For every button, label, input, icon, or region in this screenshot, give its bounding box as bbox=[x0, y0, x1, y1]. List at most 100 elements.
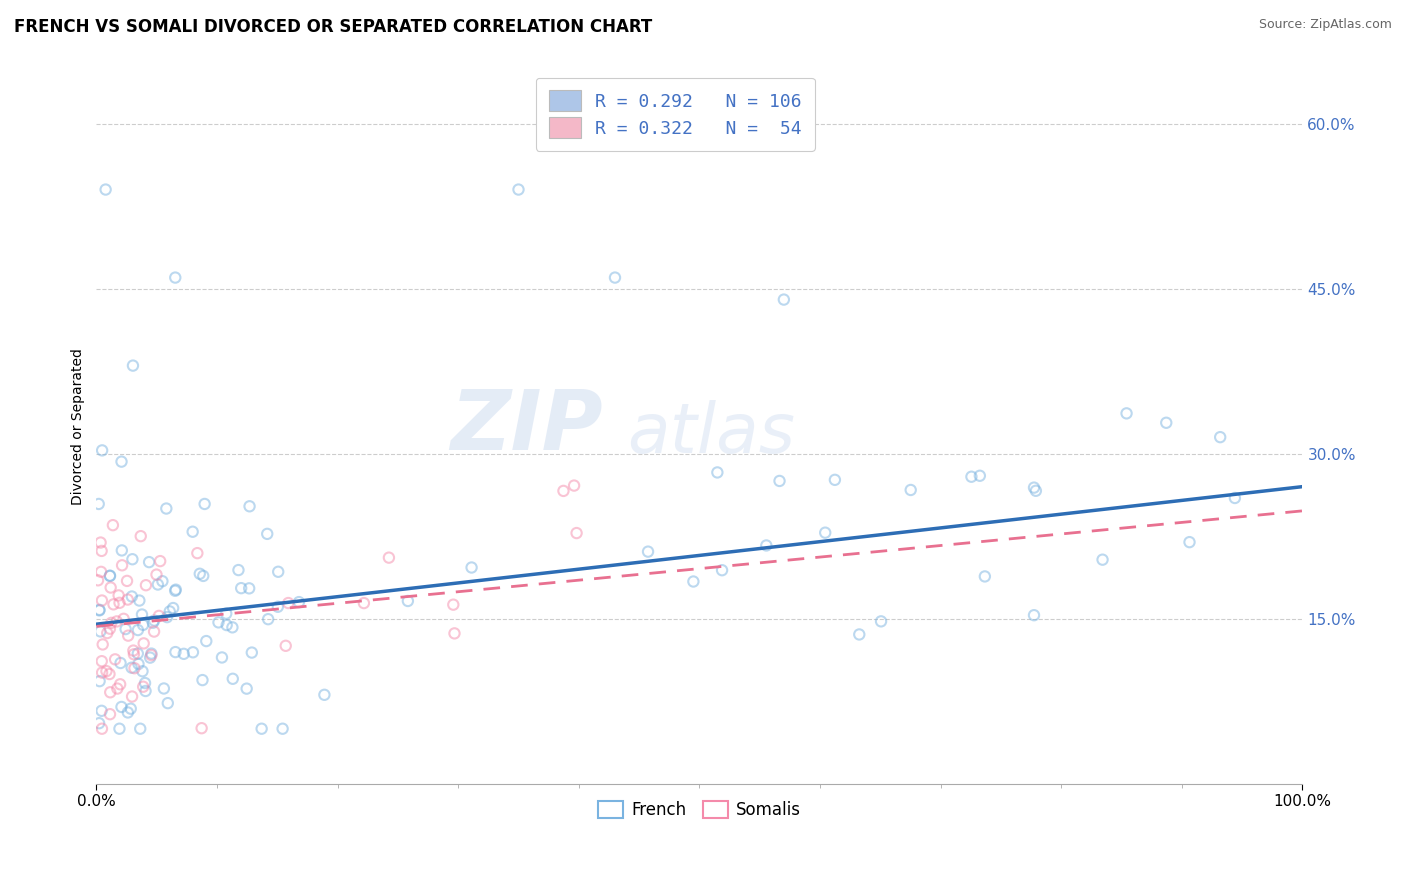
Point bbox=[117, 592, 139, 607]
Point bbox=[195, 634, 218, 648]
Point bbox=[94, 183, 117, 197]
Point bbox=[235, 681, 257, 696]
Point bbox=[89, 603, 111, 617]
Point bbox=[108, 722, 131, 736]
Point bbox=[143, 624, 166, 639]
Point bbox=[96, 664, 118, 678]
Point bbox=[215, 607, 238, 621]
Point bbox=[973, 569, 995, 583]
Point bbox=[215, 618, 238, 632]
Point bbox=[814, 525, 837, 540]
Point bbox=[181, 645, 204, 659]
Point bbox=[960, 469, 983, 483]
Point bbox=[115, 574, 138, 588]
Point bbox=[267, 565, 290, 579]
Point bbox=[194, 497, 217, 511]
Point bbox=[121, 552, 143, 566]
Point bbox=[165, 582, 187, 597]
Point bbox=[128, 593, 150, 607]
Point bbox=[127, 623, 149, 637]
Point bbox=[89, 603, 111, 617]
Point bbox=[108, 596, 131, 610]
Point bbox=[117, 629, 139, 643]
Point bbox=[186, 546, 208, 560]
Point bbox=[129, 722, 152, 736]
Point bbox=[107, 588, 129, 602]
Point bbox=[155, 501, 177, 516]
Point bbox=[129, 529, 152, 543]
Point bbox=[90, 654, 112, 668]
Point bbox=[110, 455, 132, 469]
Point bbox=[141, 647, 163, 661]
Point bbox=[870, 615, 893, 629]
Point bbox=[1022, 608, 1045, 623]
Point bbox=[121, 661, 143, 675]
Point bbox=[121, 690, 143, 704]
Point bbox=[277, 596, 299, 610]
Point bbox=[156, 696, 179, 710]
Point bbox=[755, 539, 778, 553]
Point bbox=[1115, 406, 1137, 420]
Point bbox=[603, 270, 626, 285]
Point bbox=[117, 706, 139, 720]
Point bbox=[267, 599, 290, 614]
Point bbox=[508, 183, 530, 197]
Point bbox=[112, 612, 135, 626]
Point bbox=[91, 665, 114, 680]
Point bbox=[162, 601, 184, 615]
Point bbox=[396, 594, 419, 608]
Point bbox=[90, 704, 112, 718]
Point bbox=[110, 656, 132, 670]
Point bbox=[271, 722, 294, 736]
Point bbox=[149, 554, 172, 568]
Point bbox=[143, 614, 166, 628]
Point bbox=[848, 627, 870, 641]
Point bbox=[100, 615, 122, 630]
Point bbox=[120, 701, 142, 715]
Point bbox=[124, 661, 146, 675]
Point bbox=[91, 722, 114, 736]
Point bbox=[146, 577, 169, 591]
Point bbox=[148, 608, 170, 623]
Point bbox=[114, 622, 136, 636]
Point bbox=[108, 677, 131, 691]
Point bbox=[378, 550, 401, 565]
Text: FRENCH VS SOMALI DIVORCED OR SEPARATED CORRELATION CHART: FRENCH VS SOMALI DIVORCED OR SEPARATED C… bbox=[14, 18, 652, 36]
Point bbox=[121, 590, 143, 604]
Point bbox=[96, 626, 118, 640]
Point bbox=[110, 700, 132, 714]
Point bbox=[165, 645, 187, 659]
Point bbox=[900, 483, 922, 497]
Point bbox=[91, 637, 114, 651]
Point bbox=[98, 568, 121, 582]
Point bbox=[90, 593, 112, 607]
Point bbox=[824, 473, 846, 487]
Point bbox=[87, 716, 110, 731]
Point bbox=[98, 667, 121, 681]
Point bbox=[165, 270, 187, 285]
Point bbox=[90, 544, 112, 558]
Point bbox=[711, 563, 734, 577]
Point bbox=[98, 622, 121, 636]
Text: atlas: atlas bbox=[627, 400, 794, 467]
Point bbox=[288, 595, 311, 609]
Point bbox=[228, 563, 250, 577]
Point bbox=[274, 639, 297, 653]
Point bbox=[250, 722, 273, 736]
Point bbox=[134, 676, 156, 690]
Point bbox=[768, 474, 790, 488]
Point bbox=[101, 518, 124, 533]
Point bbox=[1091, 552, 1114, 566]
Point bbox=[135, 684, 157, 698]
Point bbox=[142, 615, 165, 630]
Point bbox=[153, 681, 176, 696]
Point bbox=[553, 483, 575, 498]
Point bbox=[122, 359, 145, 373]
Point bbox=[207, 615, 229, 630]
Point bbox=[105, 681, 128, 696]
Point bbox=[238, 582, 260, 596]
Point bbox=[104, 652, 127, 666]
Point bbox=[98, 685, 121, 699]
Point bbox=[773, 293, 796, 307]
Point bbox=[1154, 416, 1177, 430]
